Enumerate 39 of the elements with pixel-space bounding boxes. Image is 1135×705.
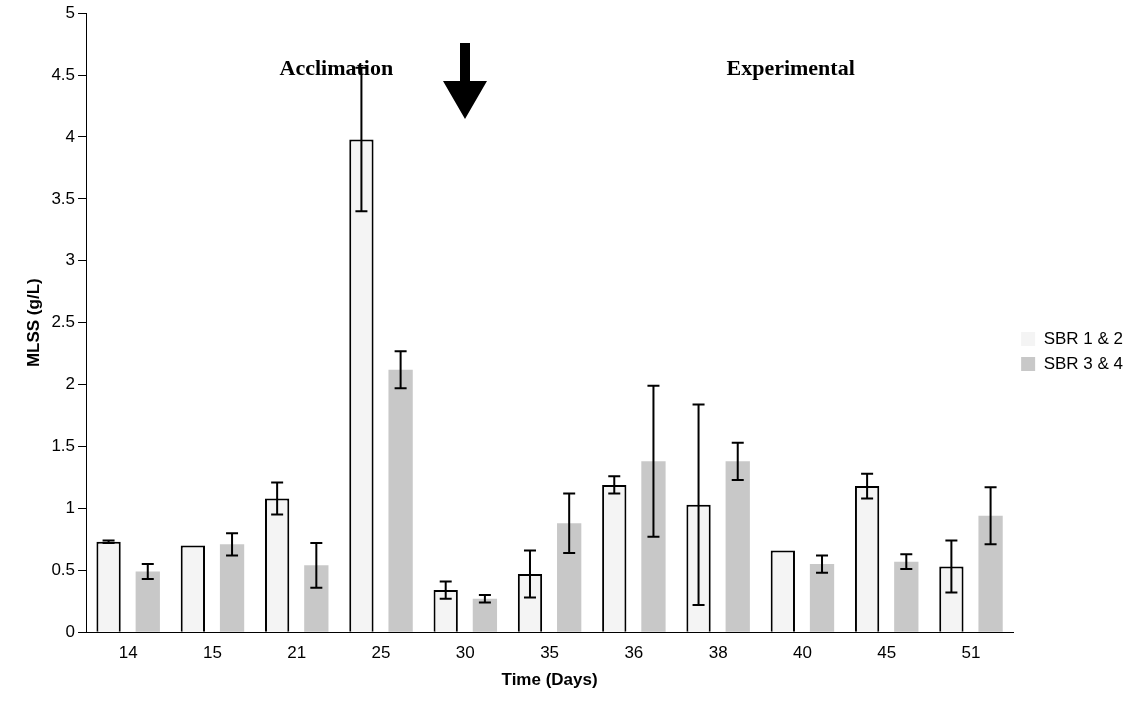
bar (472, 598, 498, 632)
x-tick-label: 14 (118, 643, 138, 663)
y-tick-label: 5 (65, 2, 76, 22)
legend-label: SBR 1 & 2 (1043, 328, 1123, 348)
y-tick-label: 4 (65, 126, 76, 146)
y-tick-label: 0.5 (51, 559, 76, 579)
y-tick-label: 1.5 (51, 436, 76, 456)
x-axis-title: Time (Days) (501, 670, 598, 690)
y-tick-label: 2 (65, 374, 76, 394)
x-tick-label: 15 (202, 643, 222, 663)
x-tick-label: 38 (708, 643, 728, 663)
y-tick-label: 3.5 (51, 188, 76, 208)
x-tick-label: 21 (287, 643, 307, 663)
annotation: Experimental (726, 54, 855, 80)
annotation: Acclimation (279, 54, 394, 80)
legend-label: SBR 3 & 4 (1043, 353, 1123, 373)
x-tick-label: 45 (877, 643, 897, 663)
bar (809, 564, 835, 632)
bar (219, 544, 245, 632)
x-tick-label: 35 (540, 643, 560, 663)
bar (135, 571, 160, 632)
bar (894, 561, 919, 632)
x-tick-label: 36 (624, 643, 644, 663)
x-tick-label: 40 (792, 643, 812, 663)
y-axis-title: MLSS (g/L) (23, 278, 43, 368)
bar (304, 565, 329, 632)
x-tick-label: 51 (961, 643, 981, 663)
x-tick-label: 25 (371, 643, 391, 663)
y-tick-label: 4.5 (51, 64, 76, 84)
y-tick-label: 2.5 (51, 312, 76, 332)
bar (388, 369, 413, 632)
y-tick-label: 0 (65, 621, 76, 641)
bar (557, 523, 582, 632)
y-tick-label: 3 (65, 250, 76, 270)
x-tick-label: 30 (455, 643, 475, 663)
bar (725, 461, 750, 632)
bar (978, 515, 1003, 632)
bar (641, 461, 666, 632)
y-tick-label: 1 (65, 498, 76, 518)
